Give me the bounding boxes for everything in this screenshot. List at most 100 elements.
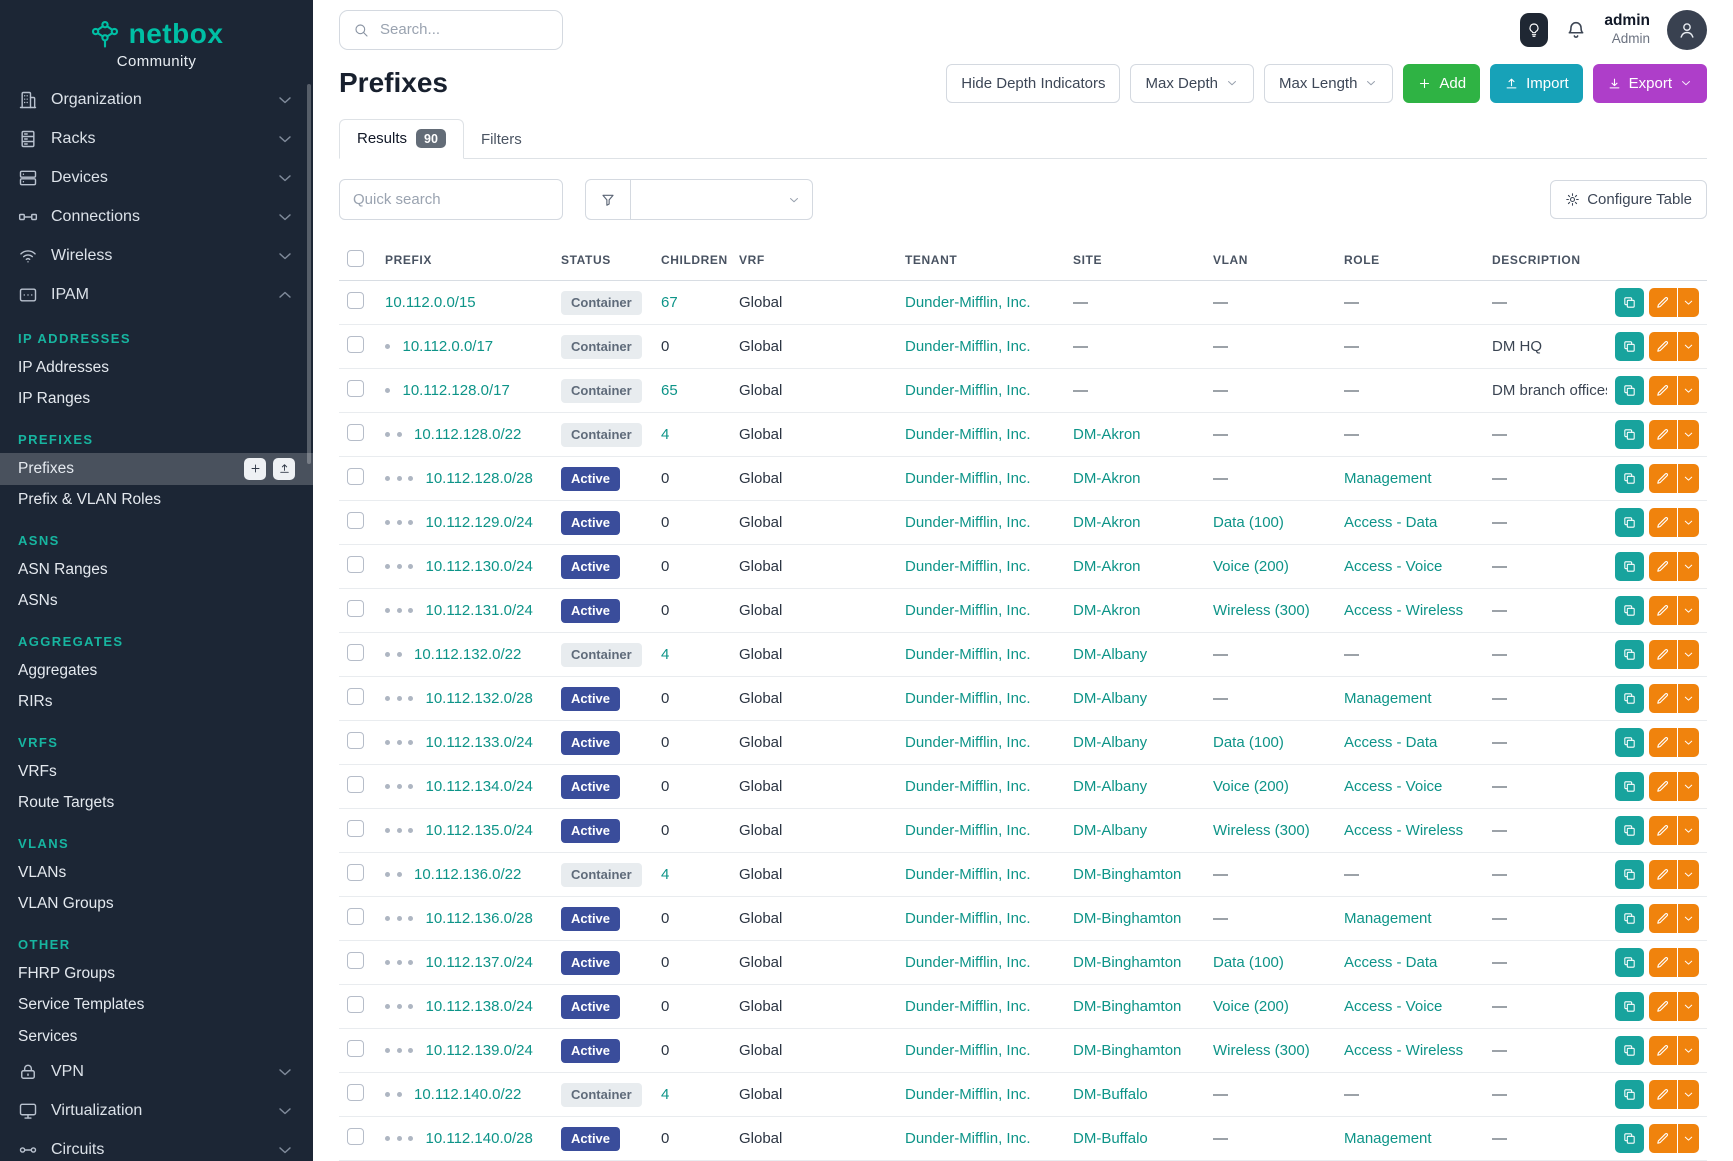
- tenant-link[interactable]: Dunder-Mifflin, Inc.: [905, 954, 1031, 971]
- clone-button[interactable]: [1614, 816, 1644, 845]
- sidebar-item-vlans[interactable]: VLANs: [0, 857, 313, 889]
- edit-button[interactable]: [1648, 684, 1678, 713]
- clone-button[interactable]: [1614, 772, 1644, 801]
- site-link[interactable]: DM-Akron: [1073, 602, 1141, 619]
- column-header-vlan[interactable]: VLAN: [1205, 240, 1336, 281]
- edit-dropdown-caret[interactable]: [1678, 1036, 1699, 1065]
- site-link[interactable]: DM-Akron: [1073, 514, 1141, 531]
- edit-button[interactable]: [1648, 464, 1678, 493]
- site-link[interactable]: DM-Albany: [1073, 778, 1148, 795]
- sidebar-item-asns[interactable]: ASNs: [0, 586, 313, 618]
- edit-button[interactable]: [1648, 640, 1678, 669]
- role-link[interactable]: Access - Voice: [1344, 778, 1443, 795]
- prefix-link[interactable]: 10.112.134.0/24: [425, 778, 533, 795]
- edit-button[interactable]: [1648, 508, 1678, 537]
- tenant-link[interactable]: Dunder-Mifflin, Inc.: [905, 822, 1031, 839]
- prefix-link[interactable]: 10.112.128.0/28: [425, 470, 533, 487]
- prefix-link[interactable]: 10.112.137.0/24: [425, 954, 533, 971]
- sidebar-item-services[interactable]: Services: [0, 1021, 313, 1053]
- edit-dropdown-caret[interactable]: [1678, 860, 1699, 889]
- clone-button[interactable]: [1614, 904, 1644, 933]
- row-checkbox[interactable]: [347, 512, 364, 529]
- row-checkbox[interactable]: [347, 1128, 364, 1145]
- role-link[interactable]: Access - Wireless: [1344, 1042, 1464, 1059]
- row-checkbox[interactable]: [347, 380, 364, 397]
- role-link[interactable]: Management: [1344, 470, 1432, 487]
- tenant-link[interactable]: Dunder-Mifflin, Inc.: [905, 294, 1031, 311]
- sidebar-item-wireless[interactable]: Wireless: [0, 236, 313, 275]
- edit-dropdown-caret[interactable]: [1678, 1124, 1699, 1153]
- vlan-link[interactable]: Voice (200): [1213, 998, 1289, 1015]
- row-checkbox[interactable]: [347, 644, 364, 661]
- row-checkbox[interactable]: [347, 820, 364, 837]
- children-count-link[interactable]: 4: [661, 866, 670, 883]
- add-button[interactable]: Add: [1403, 63, 1481, 103]
- prefix-link[interactable]: 10.112.140.0/22: [414, 1086, 522, 1103]
- vlan-link[interactable]: Voice (200): [1213, 558, 1289, 575]
- select-all-checkbox[interactable]: [347, 250, 364, 267]
- prefix-link[interactable]: 10.112.136.0/22: [414, 866, 522, 883]
- row-checkbox[interactable]: [347, 1040, 364, 1057]
- sidebar-item-vlan-groups[interactable]: VLAN Groups: [0, 889, 313, 921]
- sidebar-item-ip-ranges[interactable]: IP Ranges: [0, 384, 313, 416]
- vlan-link[interactable]: Wireless (300): [1213, 602, 1310, 619]
- tenant-link[interactable]: Dunder-Mifflin, Inc.: [905, 338, 1031, 355]
- avatar[interactable]: [1667, 9, 1707, 50]
- column-header-children[interactable]: CHILDREN: [653, 240, 731, 281]
- column-header-site[interactable]: SITE: [1065, 240, 1205, 281]
- clone-button[interactable]: [1614, 640, 1644, 669]
- site-link[interactable]: DM-Binghamton: [1073, 1042, 1182, 1059]
- edit-dropdown-caret[interactable]: [1678, 1080, 1699, 1109]
- prefix-link[interactable]: 10.112.129.0/24: [425, 514, 533, 531]
- prefix-link[interactable]: 10.112.139.0/24: [425, 1042, 533, 1059]
- clone-button[interactable]: [1614, 508, 1644, 537]
- sidebar-item-fhrp-groups[interactable]: FHRP Groups: [0, 958, 313, 990]
- role-link[interactable]: Management: [1344, 1130, 1432, 1147]
- prefix-link[interactable]: 10.112.128.0/17: [402, 382, 510, 399]
- site-link[interactable]: DM-Binghamton: [1073, 910, 1182, 927]
- sidebar-item-ip-addresses[interactable]: IP Addresses: [0, 352, 313, 384]
- prefix-link[interactable]: 10.112.131.0/24: [425, 602, 533, 619]
- tenant-link[interactable]: Dunder-Mifflin, Inc.: [905, 382, 1031, 399]
- clone-button[interactable]: [1614, 684, 1644, 713]
- edit-dropdown-caret[interactable]: [1678, 640, 1699, 669]
- edit-button[interactable]: [1648, 772, 1678, 801]
- tenant-link[interactable]: Dunder-Mifflin, Inc.: [905, 778, 1031, 795]
- edit-dropdown-caret[interactable]: [1678, 464, 1699, 493]
- configure-table-button[interactable]: Configure Table: [1550, 180, 1707, 219]
- tenant-link[interactable]: Dunder-Mifflin, Inc.: [905, 470, 1031, 487]
- site-link[interactable]: DM-Akron: [1073, 470, 1141, 487]
- edit-button[interactable]: [1648, 1080, 1678, 1109]
- prefix-link[interactable]: 10.112.132.0/22: [414, 646, 522, 663]
- prefix-link[interactable]: 10.112.130.0/24: [425, 558, 533, 575]
- row-checkbox[interactable]: [347, 732, 364, 749]
- tenant-link[interactable]: Dunder-Mifflin, Inc.: [905, 1042, 1031, 1059]
- tenant-link[interactable]: Dunder-Mifflin, Inc.: [905, 426, 1031, 443]
- edit-dropdown-caret[interactable]: [1678, 816, 1699, 845]
- filter-button[interactable]: [585, 179, 631, 220]
- tenant-link[interactable]: Dunder-Mifflin, Inc.: [905, 734, 1031, 751]
- site-link[interactable]: DM-Binghamton: [1073, 998, 1182, 1015]
- vlan-link[interactable]: Voice (200): [1213, 778, 1289, 795]
- clone-button[interactable]: [1614, 332, 1644, 361]
- sidebar-item-virtualization[interactable]: Virtualization: [0, 1092, 313, 1131]
- clone-button[interactable]: [1614, 420, 1644, 449]
- max-length-dropdown[interactable]: Max Length: [1264, 63, 1394, 103]
- row-checkbox[interactable]: [347, 776, 364, 793]
- row-checkbox[interactable]: [347, 336, 364, 353]
- site-link[interactable]: DM-Albany: [1073, 734, 1148, 751]
- tab-results[interactable]: Results 90: [339, 119, 464, 159]
- prefix-link[interactable]: 10.112.132.0/28: [425, 690, 533, 707]
- vlan-link[interactable]: Wireless (300): [1213, 822, 1310, 839]
- add-prefix-button[interactable]: [244, 457, 266, 480]
- clone-button[interactable]: [1614, 376, 1644, 405]
- prefix-link[interactable]: 10.112.0.0/17: [402, 338, 494, 355]
- row-checkbox[interactable]: [347, 688, 364, 705]
- site-link[interactable]: DM-Akron: [1073, 426, 1141, 443]
- tenant-link[interactable]: Dunder-Mifflin, Inc.: [905, 690, 1031, 707]
- site-link[interactable]: DM-Albany: [1073, 646, 1148, 663]
- clone-button[interactable]: [1614, 596, 1644, 625]
- edit-button[interactable]: [1648, 860, 1678, 889]
- tenant-link[interactable]: Dunder-Mifflin, Inc.: [905, 1086, 1031, 1103]
- clone-button[interactable]: [1614, 948, 1644, 977]
